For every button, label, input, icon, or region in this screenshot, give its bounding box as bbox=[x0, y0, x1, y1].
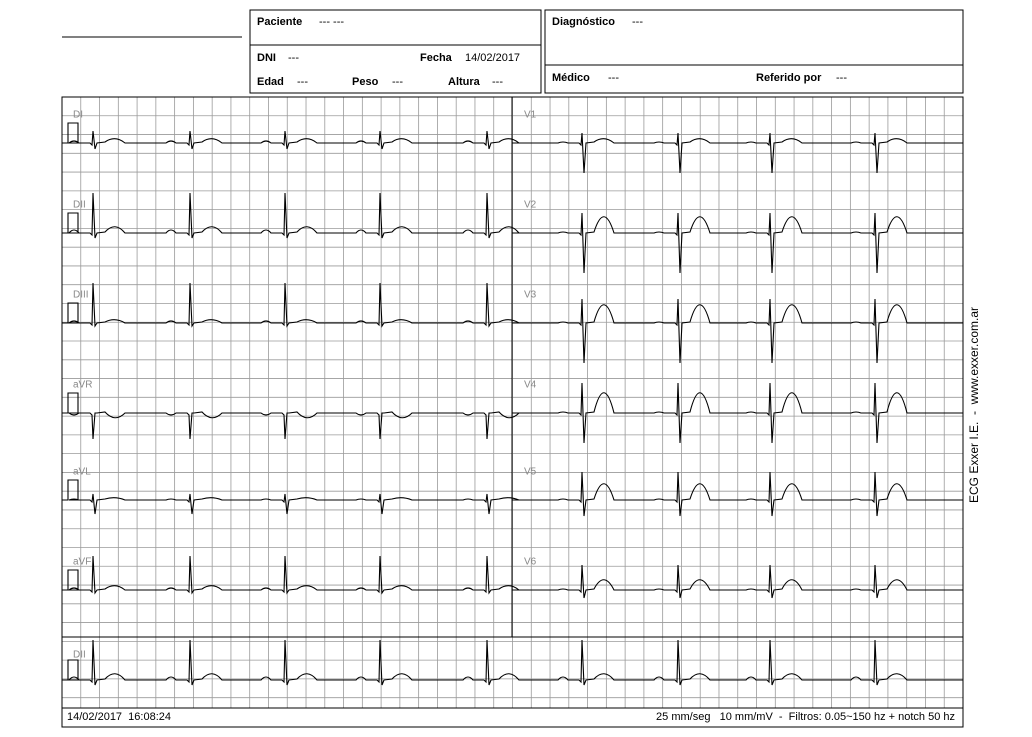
lead-label: V2 bbox=[524, 200, 537, 211]
lead-label: V6 bbox=[524, 557, 537, 568]
ecg-trace bbox=[512, 298, 963, 364]
side-text: ECG Exxer I.E. - www.exxer.com.ar bbox=[967, 307, 981, 503]
footer-bar bbox=[63, 709, 962, 726]
lead-label: DII bbox=[73, 200, 86, 211]
label: Fecha bbox=[420, 52, 453, 64]
waves bbox=[62, 122, 963, 686]
value: 14/02/2017 bbox=[465, 52, 520, 64]
label: Edad bbox=[257, 76, 284, 88]
label: Referido por bbox=[756, 72, 822, 84]
ecg-trace bbox=[62, 555, 521, 595]
timestamp: 14/02/2017 16:08:24 bbox=[67, 711, 171, 723]
lead-label: V3 bbox=[524, 290, 537, 301]
label: Peso bbox=[352, 76, 379, 88]
lead-label: aVL bbox=[73, 467, 91, 478]
lead-label: aVF bbox=[73, 557, 91, 568]
patient-box bbox=[249, 9, 542, 94]
lead-label: DIII bbox=[73, 290, 89, 301]
label: DNI bbox=[257, 52, 276, 64]
lead-label: V4 bbox=[524, 380, 537, 391]
diagnosis-box bbox=[544, 9, 964, 94]
ecg-trace bbox=[512, 212, 963, 274]
lead-label: DII bbox=[73, 650, 86, 661]
ecg-trace bbox=[62, 122, 521, 150]
ecg-trace bbox=[62, 192, 521, 239]
value: --- bbox=[288, 52, 299, 64]
value: --- bbox=[297, 76, 308, 88]
ecg-trace bbox=[512, 132, 963, 174]
ecg-trace bbox=[62, 282, 521, 328]
ecg-trace bbox=[512, 471, 963, 517]
lead-label: DI bbox=[73, 110, 83, 121]
ecg-trace bbox=[62, 639, 963, 686]
ecg-trace bbox=[512, 382, 963, 444]
ecg-trace bbox=[512, 564, 963, 599]
value: --- bbox=[392, 76, 403, 88]
label: Altura bbox=[448, 76, 481, 88]
lead-label: V1 bbox=[524, 110, 537, 121]
label: Diagnóstico bbox=[552, 16, 615, 28]
value: --- --- bbox=[319, 16, 344, 28]
value: --- bbox=[836, 72, 847, 84]
value: --- bbox=[632, 16, 643, 28]
lead-label: aVR bbox=[73, 380, 92, 391]
lead-label: V5 bbox=[524, 467, 537, 478]
ecg-trace bbox=[62, 479, 520, 515]
settings: 25 mm/seg 10 mm/mV - Filtros: 0.05~150 h… bbox=[656, 711, 955, 723]
label: Paciente bbox=[257, 16, 302, 28]
value: --- bbox=[608, 72, 619, 84]
ecg-trace bbox=[62, 392, 521, 440]
label: Médico bbox=[552, 72, 590, 84]
value: --- bbox=[492, 76, 503, 88]
